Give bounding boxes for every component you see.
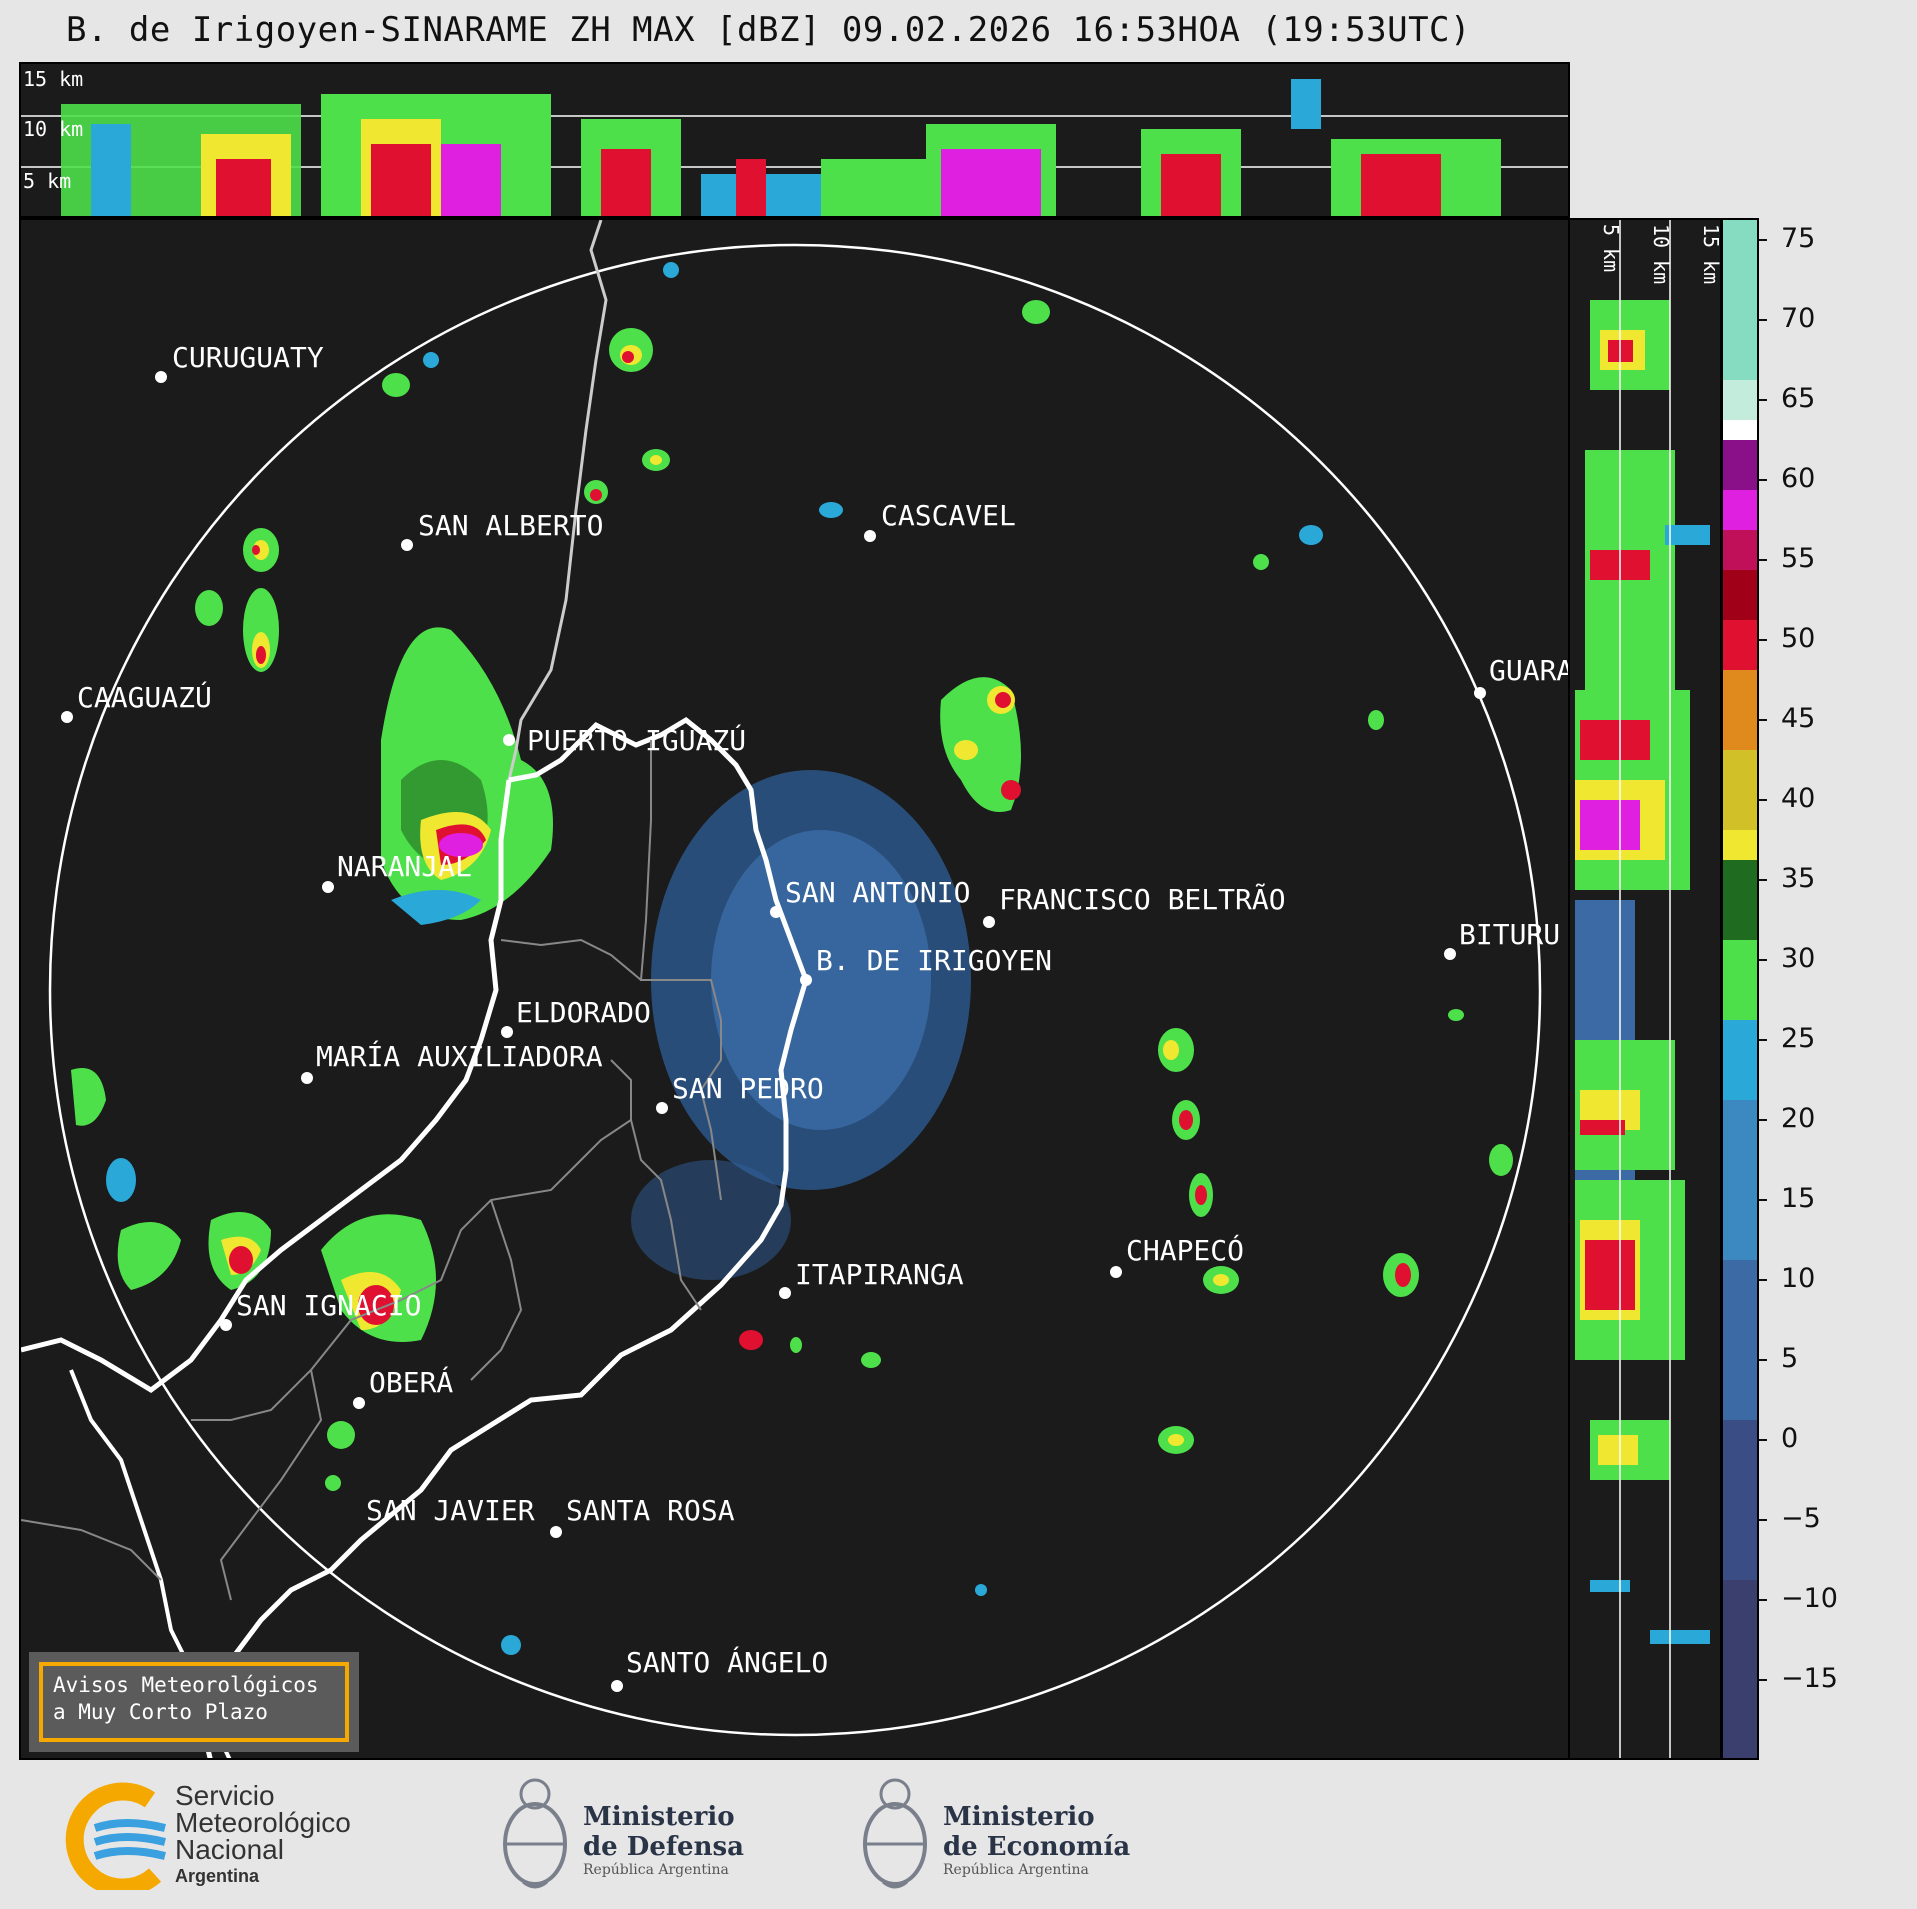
city-label: SAN JAVIER <box>366 1494 535 1527</box>
city-label: SAN PEDRO <box>672 1072 824 1105</box>
city-label: NARANJAL <box>337 850 472 883</box>
colorbar-tick: 70 <box>1759 303 1815 334</box>
colorbar-tick: 10 <box>1759 1263 1815 1294</box>
radar-map: CURUGUATY SAN ALBERTO CASCAVEL CAAGUAZÚ … <box>21 220 1570 1758</box>
city-label: ELDORADO <box>516 996 651 1029</box>
top-height-label-10km: 10 km <box>23 117 83 141</box>
dbz-colorbar <box>1721 218 1759 1760</box>
colorbar-tick: 60 <box>1759 463 1815 494</box>
top-echo-cells <box>61 79 1501 216</box>
top-height-label-15km: 15 km <box>23 67 83 91</box>
city-label: CAAGUAZÚ <box>77 680 212 714</box>
city-label: ITAPIRANGA <box>795 1258 964 1291</box>
colorbar-tick: 65 <box>1759 383 1815 414</box>
city-label: SANTO ÁNGELO <box>626 1645 828 1679</box>
defensa-line-1: Ministerio <box>583 1802 735 1832</box>
colorbar-tick: 40 <box>1759 783 1815 814</box>
city-label: MARÍA AUXILIADORA <box>316 1039 603 1073</box>
economia-line-2: de Economía <box>943 1832 1131 1862</box>
city-label: SAN IGNACIO <box>236 1289 421 1322</box>
city-label: CASCAVEL <box>881 499 1016 532</box>
colorbar-tick: −5 <box>1759 1503 1821 1534</box>
city-label: PUERTO IGUAZÚ <box>527 723 746 757</box>
economia-line-1: Ministerio <box>943 1802 1095 1832</box>
smn-emblem-icon <box>65 1782 166 1897</box>
city-labels: CURUGUATY SAN ALBERTO CASCAVEL CAAGUAZÚ … <box>77 341 1570 1679</box>
smn-line-2: Meteorológico <box>175 1807 351 1838</box>
warning-link-box[interactable]: Avisos Meteorológicos a Muy Corto Plazo <box>29 1652 359 1752</box>
colorbar-tick: −10 <box>1759 1583 1838 1614</box>
right-height-label-15km: 15 km <box>1699 224 1722 284</box>
radar-echoes <box>71 262 1513 1655</box>
argentina-shield-icon <box>863 1778 927 1889</box>
defensa-line-3: República Argentina <box>583 1862 729 1878</box>
defensa-line-2: de Defensa <box>583 1832 744 1862</box>
range-ring <box>48 243 1542 1737</box>
border-argentina-paraguay <box>21 779 512 1394</box>
province-division-2 <box>191 1059 632 1421</box>
smn-logo: Servicio Meteorológico Nacional Argentin… <box>55 1780 395 1897</box>
colorbar-tick: 25 <box>1759 1023 1815 1054</box>
city-label: GUARA <box>1489 654 1570 687</box>
defensa-logo: Ministerio de Defensa República Argentin… <box>495 1772 755 1902</box>
colorbar-tick: 50 <box>1759 623 1815 654</box>
top-cross-section-plot: 15 km 10 km 5 km <box>21 67 1568 216</box>
colorbar-tick: 15 <box>1759 1183 1815 1214</box>
border-paraguay-brazil <box>507 220 608 781</box>
colorbar-tick: −15 <box>1759 1663 1838 1694</box>
city-label: SAN ALBERTO <box>418 509 603 542</box>
city-label: FRANCISCO BELTRÃO <box>999 883 1286 916</box>
economia-logo: Ministerio de Economía República Argenti… <box>855 1772 1155 1902</box>
map-title: B. de Irigoyen-SINARAME ZH MAX [dBZ] 09.… <box>66 10 1471 50</box>
city-label: B. DE IRIGOYEN <box>816 944 1052 977</box>
smn-line-4: Argentina <box>175 1866 260 1886</box>
city-markers <box>61 371 1486 1692</box>
economia-line-3: República Argentina <box>943 1862 1089 1878</box>
city-label: CURUGUATY <box>172 341 324 374</box>
top-height-label-5km: 5 km <box>23 169 71 193</box>
colorbar-tick: 30 <box>1759 943 1815 974</box>
province-division-1 <box>639 740 722 1201</box>
colorbar-tick: 0 <box>1759 1423 1798 1454</box>
colorbar-gradient <box>1723 220 1757 1758</box>
right-cross-section-plot: 5 km 10 km 15 km <box>1575 220 1722 1758</box>
boundaries <box>21 220 809 1758</box>
city-label: OBERÁ <box>369 1365 453 1399</box>
top-cross-section-panel: 15 km 10 km 5 km <box>19 62 1570 218</box>
colorbar-tick-labels: 75 70 65 60 55 50 45 40 35 30 25 20 15 1… <box>1759 218 1839 1760</box>
right-cross-section-panel: 5 km 10 km 15 km <box>1568 218 1722 1760</box>
footer-logos: Servicio Meteorológico Nacional Argentin… <box>0 1760 1917 1909</box>
colorbar-tick: 55 <box>1759 543 1815 574</box>
colorbar-tick: 20 <box>1759 1103 1815 1134</box>
smn-line-1: Servicio <box>175 1780 275 1811</box>
smn-line-3: Nacional <box>175 1834 284 1865</box>
city-label: CHAPECÓ <box>1126 1233 1244 1267</box>
warning-line-1: Avisos Meteorológicos <box>53 1673 319 1697</box>
colorbar-tick: 75 <box>1759 223 1815 254</box>
right-height-label-5km: 5 km <box>1599 224 1623 272</box>
right-height-label-10km: 10 km <box>1649 224 1673 284</box>
city-label: SANTA ROSA <box>566 1494 735 1527</box>
border-argentina-brazil <box>198 716 809 1758</box>
city-label: SAN ANTONIO <box>785 876 970 909</box>
colorbar-tick: 35 <box>1759 863 1815 894</box>
colorbar-tick: 5 <box>1759 1343 1798 1374</box>
city-label: BITURU <box>1459 918 1560 951</box>
right-echo-cells <box>1575 300 1710 1644</box>
argentina-shield-icon <box>503 1778 567 1889</box>
radar-map-panel: CURUGUATY SAN ALBERTO CASCAVEL CAAGUAZÚ … <box>19 218 1570 1760</box>
warning-line-2: a Muy Corto Plazo <box>53 1700 268 1724</box>
colorbar-tick: 45 <box>1759 703 1815 734</box>
